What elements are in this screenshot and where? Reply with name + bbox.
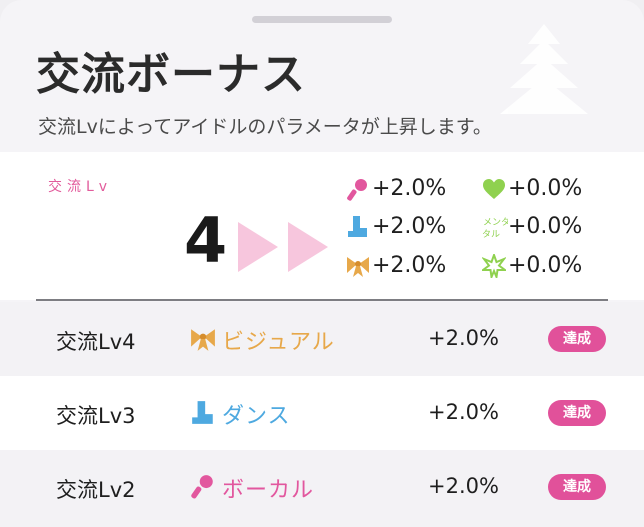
mental-icon: メンタル タル (482, 217, 508, 240)
microphone-icon (191, 475, 213, 499)
row-bonus-value: +2.0% (428, 326, 499, 350)
stat-dance-value: +2.0% (372, 214, 447, 239)
status-badge: 達成 (548, 474, 606, 500)
row-param-type: ボーカル (222, 478, 315, 503)
status-badge: 達成 (548, 400, 606, 426)
stat-visual-value: +2.0% (372, 253, 447, 278)
heart-icon (483, 179, 505, 199)
summary-panel (0, 152, 644, 300)
page-title: 交流ボーナス (36, 49, 306, 100)
stat-heart-value: +0.0% (508, 176, 583, 201)
arrow-right-icon (238, 222, 278, 272)
current-level: 4 (184, 204, 228, 277)
table-row: 交流Lv4 ビジュアル +2.0% 達成 (0, 302, 644, 376)
row-param-type: ビジュアル (222, 330, 335, 355)
row-level-name: 交流Lv2 (56, 478, 136, 502)
microphone-icon (347, 179, 367, 201)
star-burst-icon (482, 254, 506, 278)
row-level-name: 交流Lv3 (56, 404, 136, 428)
arrow-right-icon (288, 222, 328, 272)
boot-icon (348, 216, 367, 237)
table-row: 交流Lv3 ダンス +2.0% 達成 (0, 376, 644, 450)
row-bonus-value: +2.0% (428, 474, 499, 498)
stat-special-value: +0.0% (508, 253, 583, 278)
row-bonus-value: +2.0% (428, 400, 499, 424)
status-badge: 達成 (548, 326, 606, 352)
row-level-name: 交流Lv4 (56, 330, 136, 354)
table-row: 交流Lv2 ボーカル +2.0% 達成 (0, 450, 644, 527)
tree-deco-icon (500, 24, 588, 114)
ribbon-icon (191, 329, 215, 351)
stat-vocal-value: +2.0% (372, 176, 447, 201)
stat-mental-value: +0.0% (508, 214, 583, 239)
ribbon-icon (347, 257, 369, 277)
drag-handle[interactable] (252, 16, 392, 23)
page-subtitle: 交流Lvによってアイドルのパラメータが上昇します。 (38, 116, 492, 138)
svg-text:メンタル: メンタル (483, 217, 508, 228)
boot-icon (192, 401, 213, 424)
svg-text:タル: タル (482, 229, 500, 240)
section-divider (36, 299, 608, 301)
level-label: 交流Lv (48, 179, 113, 195)
row-param-type: ダンス (222, 404, 291, 429)
